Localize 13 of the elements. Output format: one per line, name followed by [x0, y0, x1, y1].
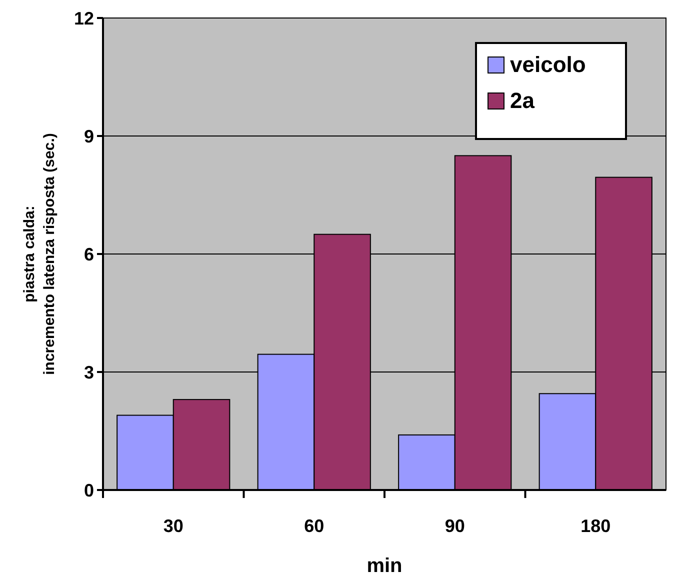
x-tick-label: 30: [163, 516, 184, 536]
y-tick-label: 0: [84, 480, 94, 500]
legend-label: veicolo: [510, 52, 586, 77]
x-tick-label: 60: [304, 516, 324, 536]
y-tick-label: 12: [74, 8, 94, 28]
x-axis-title: min: [366, 555, 402, 577]
x-tick-label: 180: [580, 516, 611, 536]
x-tick-label: 90: [444, 516, 465, 536]
y-tick-label: 6: [84, 244, 94, 264]
y-tick-label: 3: [84, 362, 94, 382]
y-tick-label: 9: [84, 126, 94, 146]
legend-label: 2a: [510, 88, 536, 113]
y-axis-title: piastra calda: incremento latenza risposta (sec.): [21, 133, 58, 375]
